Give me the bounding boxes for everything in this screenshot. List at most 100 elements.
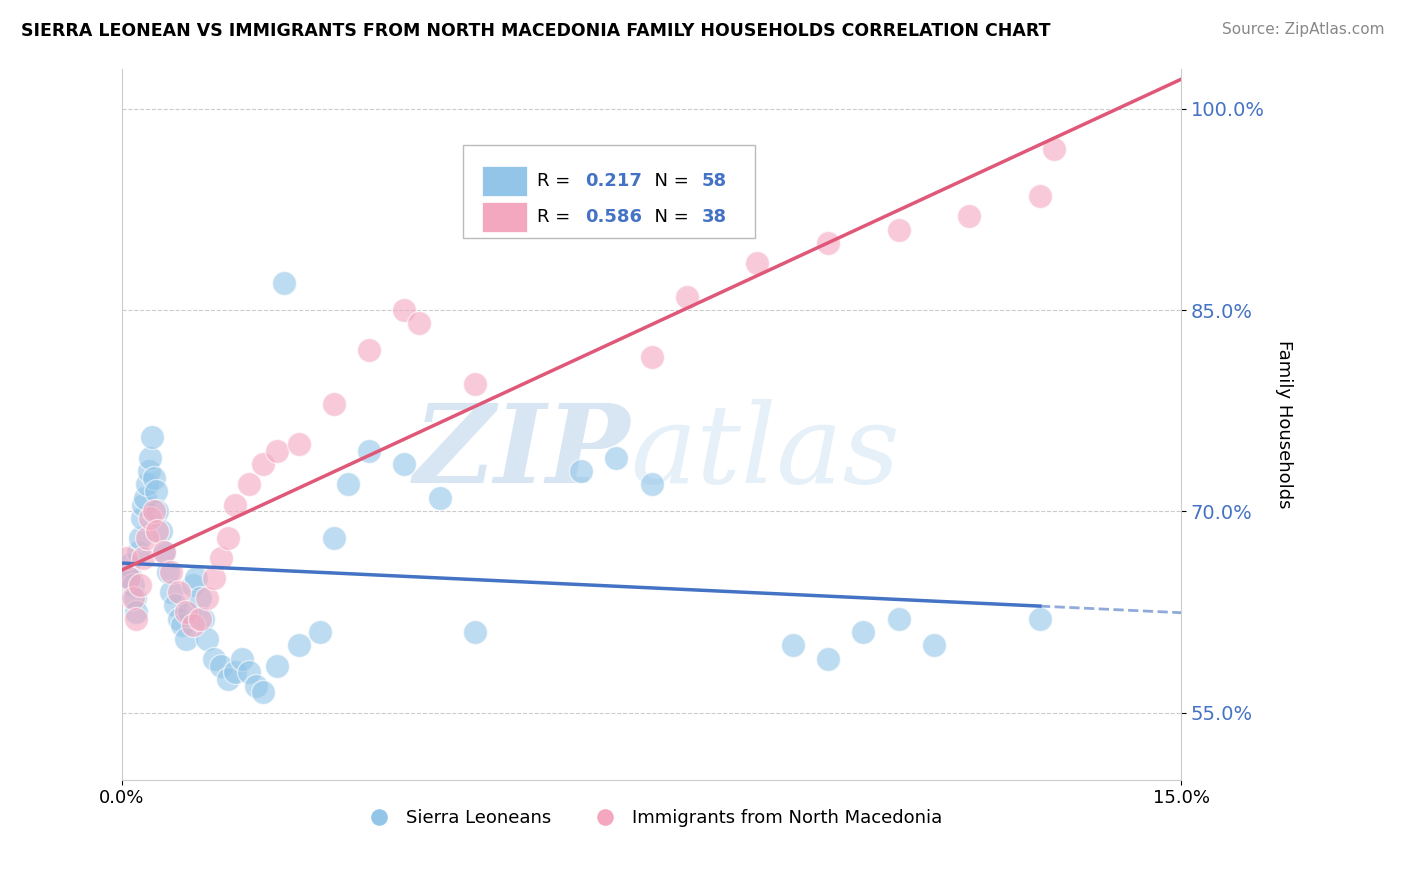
- Point: [224, 665, 246, 680]
- Point: [202, 571, 225, 585]
- Text: 0.217: 0.217: [585, 172, 641, 190]
- Point: [117, 558, 139, 572]
- Point: [1043, 142, 1066, 156]
- Point: [231, 652, 253, 666]
- Point: [139, 511, 162, 525]
- Point: [238, 477, 260, 491]
- Point: [408, 317, 430, 331]
- Text: ZIP: ZIP: [413, 399, 630, 507]
- Point: [273, 276, 295, 290]
- Point: [394, 458, 416, 472]
- Point: [179, 605, 201, 619]
- Point: [127, 544, 149, 558]
- Point: [128, 578, 150, 592]
- Point: [139, 450, 162, 465]
- Point: [160, 565, 183, 579]
- Point: [170, 618, 193, 632]
- Point: [195, 591, 218, 606]
- Point: [605, 450, 627, 465]
- Point: [121, 578, 143, 592]
- Point: [160, 584, 183, 599]
- Point: [131, 511, 153, 525]
- Point: [209, 551, 232, 566]
- Point: [209, 658, 232, 673]
- Point: [394, 303, 416, 318]
- Point: [217, 531, 239, 545]
- Point: [1029, 189, 1052, 203]
- Legend: Sierra Leoneans, Immigrants from North Macedonia: Sierra Leoneans, Immigrants from North M…: [353, 802, 949, 835]
- Point: [676, 290, 699, 304]
- Point: [132, 551, 155, 566]
- Point: [135, 477, 157, 491]
- Point: [114, 551, 136, 566]
- FancyBboxPatch shape: [482, 167, 527, 196]
- Point: [195, 632, 218, 646]
- Text: R =: R =: [537, 209, 576, 227]
- Point: [747, 256, 769, 270]
- Text: N =: N =: [643, 209, 695, 227]
- Text: 38: 38: [702, 209, 727, 227]
- Point: [163, 598, 186, 612]
- FancyBboxPatch shape: [482, 202, 527, 232]
- Text: 58: 58: [702, 172, 727, 190]
- Point: [464, 625, 486, 640]
- Point: [429, 491, 451, 505]
- Point: [167, 584, 190, 599]
- Point: [266, 443, 288, 458]
- Point: [464, 376, 486, 391]
- Point: [149, 524, 172, 539]
- Point: [181, 618, 204, 632]
- Y-axis label: Family Households: Family Households: [1275, 340, 1292, 508]
- Point: [287, 437, 309, 451]
- Point: [322, 397, 344, 411]
- Point: [359, 443, 381, 458]
- Point: [238, 665, 260, 680]
- Point: [817, 235, 839, 250]
- Point: [193, 612, 215, 626]
- Point: [887, 612, 910, 626]
- Point: [135, 531, 157, 545]
- Point: [142, 504, 165, 518]
- Point: [1029, 612, 1052, 626]
- Point: [120, 571, 142, 585]
- Point: [181, 578, 204, 592]
- Point: [141, 430, 163, 444]
- Point: [640, 350, 662, 364]
- Text: Source: ZipAtlas.com: Source: ZipAtlas.com: [1222, 22, 1385, 37]
- Point: [188, 591, 211, 606]
- Point: [957, 209, 980, 223]
- Point: [125, 605, 148, 619]
- Point: [146, 524, 169, 539]
- Point: [146, 504, 169, 518]
- Point: [134, 491, 156, 505]
- Point: [188, 612, 211, 626]
- Text: SIERRA LEONEAN VS IMMIGRANTS FROM NORTH MACEDONIA FAMILY HOUSEHOLDS CORRELATION : SIERRA LEONEAN VS IMMIGRANTS FROM NORTH …: [21, 22, 1050, 40]
- Point: [252, 685, 274, 699]
- Point: [817, 652, 839, 666]
- Point: [156, 565, 179, 579]
- Point: [217, 672, 239, 686]
- Point: [202, 652, 225, 666]
- Point: [118, 571, 141, 585]
- Text: R =: R =: [537, 172, 576, 190]
- Point: [125, 612, 148, 626]
- Point: [167, 612, 190, 626]
- Point: [308, 625, 330, 640]
- Point: [153, 544, 176, 558]
- Point: [174, 605, 197, 619]
- Point: [138, 464, 160, 478]
- Point: [186, 571, 208, 585]
- Point: [887, 222, 910, 236]
- Point: [245, 679, 267, 693]
- Point: [145, 484, 167, 499]
- Point: [128, 531, 150, 545]
- Point: [569, 464, 592, 478]
- Point: [174, 632, 197, 646]
- Point: [852, 625, 875, 640]
- Point: [359, 343, 381, 358]
- Point: [121, 591, 143, 606]
- Point: [142, 471, 165, 485]
- Point: [124, 591, 146, 606]
- Text: atlas: atlas: [630, 399, 900, 507]
- FancyBboxPatch shape: [463, 145, 755, 238]
